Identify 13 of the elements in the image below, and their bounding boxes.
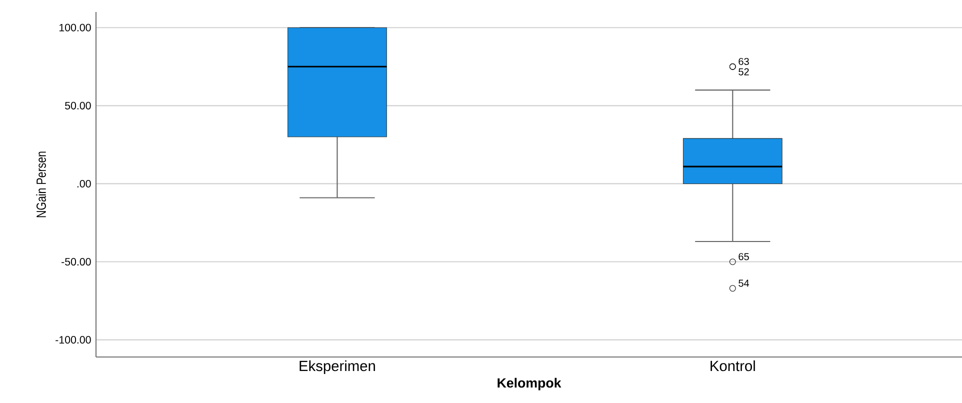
x-tick-label: Kontrol	[710, 360, 755, 372]
y-tick-label: 50.00	[65, 102, 91, 110]
y-tick-label: -50.00	[62, 258, 91, 266]
x-tick-label: Eksperimen	[300, 360, 375, 374]
y-tick-label: .00	[77, 180, 91, 188]
annotation: 54	[738, 280, 750, 287]
annotation: 63	[738, 58, 749, 66]
annotation: 52	[738, 68, 749, 76]
y-axis-title: NGain Persen	[36, 152, 46, 218]
x-axis-title: Kelompok	[498, 378, 562, 390]
annotation: 65	[738, 253, 749, 260]
y-tick-label: 100.00	[59, 24, 91, 32]
y-tick-label: -100.00	[56, 336, 91, 344]
